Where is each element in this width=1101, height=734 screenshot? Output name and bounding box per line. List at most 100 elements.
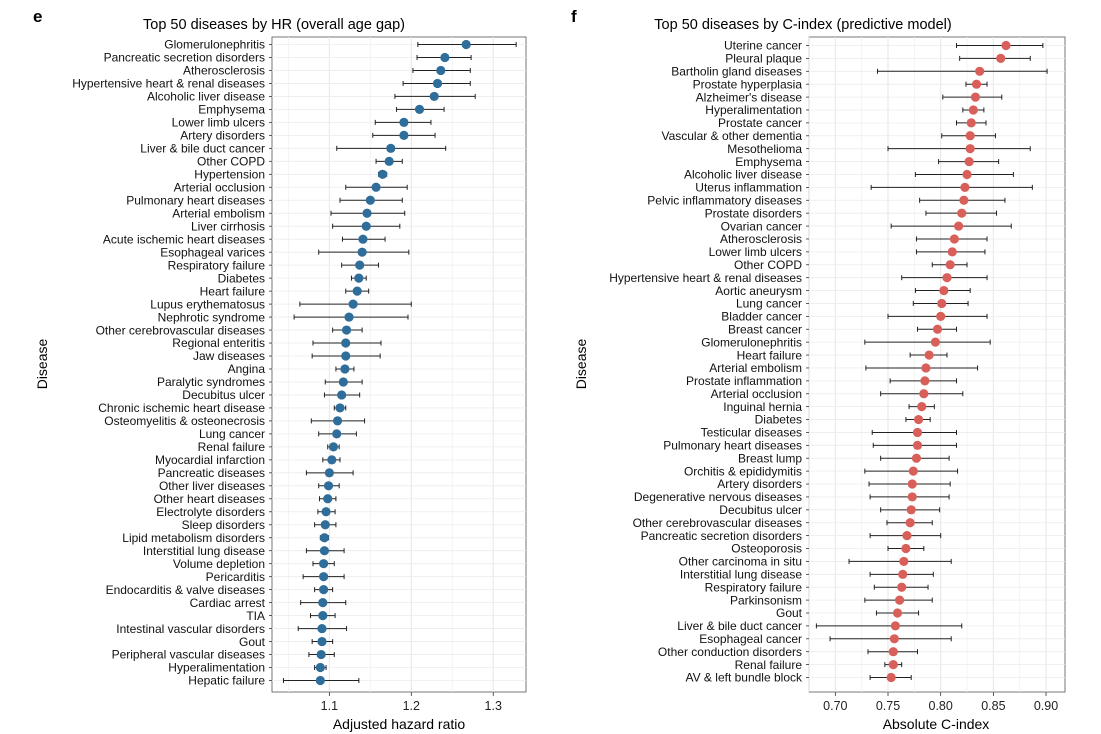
data-point bbox=[340, 364, 350, 374]
category-label: Inguinal hernia bbox=[723, 400, 802, 414]
data-point bbox=[939, 285, 949, 296]
data-point bbox=[888, 660, 898, 670]
category-label: Pancreatic secretion disorders bbox=[104, 51, 265, 65]
data-point bbox=[907, 492, 917, 502]
category-label: Mesothelioma bbox=[727, 142, 802, 156]
x-tick-label: 0.80 bbox=[929, 699, 953, 713]
category-label: Intestinal vascular disorders bbox=[116, 622, 265, 636]
category-label: Sleep disorders bbox=[182, 518, 265, 532]
data-point bbox=[942, 273, 952, 283]
category-label: Emphysema bbox=[735, 155, 802, 169]
category-label: Atherosclerosis bbox=[720, 232, 802, 246]
category-label: Prostate disorders bbox=[705, 206, 802, 220]
category-label: Alzheimer's disease bbox=[696, 90, 803, 104]
x-tick-label: 1.3 bbox=[485, 699, 502, 713]
data-point bbox=[414, 104, 425, 114]
category-label: Esophageal cancer bbox=[699, 632, 802, 646]
category-label: Bartholin gland diseases bbox=[671, 64, 802, 78]
panel-e-x-ticks: 1.1 1.2 1.3 bbox=[321, 692, 502, 713]
data-point bbox=[332, 416, 343, 426]
data-point bbox=[341, 325, 352, 335]
category-label: Paralytic syndromes bbox=[157, 375, 265, 389]
category-label: Glomerulonephritis bbox=[701, 335, 802, 349]
category-label: AV & left bundle block bbox=[685, 671, 803, 685]
category-label: Osteomyelitis & osteonecrosis bbox=[104, 414, 265, 428]
data-point bbox=[890, 621, 900, 631]
data-point bbox=[320, 520, 330, 530]
category-label: Other COPD bbox=[197, 155, 265, 169]
data-point bbox=[975, 66, 985, 76]
category-label: Hypertensive heart & renal diseases bbox=[72, 77, 265, 91]
data-point bbox=[338, 377, 348, 387]
data-point bbox=[905, 518, 915, 528]
category-label: Lung cancer bbox=[199, 427, 265, 441]
data-point bbox=[895, 595, 905, 605]
data-point bbox=[917, 402, 927, 412]
data-point bbox=[912, 427, 923, 438]
x-tick-label: 0.70 bbox=[823, 699, 847, 713]
category-label: Other cerebrovascular diseases bbox=[96, 323, 265, 337]
panel-f-points bbox=[886, 40, 1011, 683]
data-point bbox=[386, 143, 396, 153]
data-point bbox=[901, 543, 911, 554]
category-label: Prostate cancer bbox=[718, 116, 802, 130]
x-tick-label: 1.1 bbox=[321, 699, 338, 713]
category-label: Hepatic failure bbox=[188, 674, 265, 688]
data-point bbox=[362, 208, 372, 218]
panel-f-x-ticks: 0.70 0.75 0.80 0.85 0.90 bbox=[823, 692, 1058, 713]
category-label: Nephrotic syndrome bbox=[158, 310, 266, 324]
category-label: Glomerulonephritis bbox=[164, 38, 265, 52]
data-point bbox=[352, 286, 362, 296]
data-point bbox=[436, 65, 446, 76]
category-label: Vascular & other dementia bbox=[661, 129, 802, 143]
category-label: Heart failure bbox=[737, 348, 803, 362]
category-label: Volume depletion bbox=[173, 557, 265, 571]
category-label: Arterial occlusion bbox=[174, 180, 265, 194]
category-label: Breast cancer bbox=[728, 322, 802, 336]
data-point bbox=[361, 221, 371, 231]
category-label: Arterial occlusion bbox=[711, 387, 802, 401]
data-point bbox=[920, 376, 930, 386]
data-point bbox=[968, 105, 978, 115]
category-label: Prostate hyperplasia bbox=[693, 77, 803, 91]
data-point bbox=[911, 453, 922, 463]
data-point bbox=[960, 182, 970, 192]
data-point bbox=[323, 481, 334, 491]
category-label: Endocarditis & valve diseases bbox=[106, 583, 265, 597]
category-label: Lung cancer bbox=[736, 297, 802, 311]
data-point bbox=[902, 531, 912, 541]
panel-f: f Top 50 diseases by C-index (predictive… bbox=[571, 7, 1066, 732]
category-label: Aortic aneurysm bbox=[715, 284, 802, 298]
panel-e: e Top 50 diseases by HR (overall age gap… bbox=[33, 7, 527, 732]
data-point bbox=[936, 311, 946, 321]
category-label: Diabetes bbox=[218, 271, 265, 285]
data-point bbox=[319, 585, 329, 595]
data-point bbox=[371, 182, 381, 192]
category-label: Pleural plaque bbox=[725, 52, 802, 66]
category-label: Prostate inflammation bbox=[686, 374, 802, 388]
data-point bbox=[908, 466, 918, 476]
category-label: Regional enteritis bbox=[172, 336, 265, 350]
category-label: Lower limb ulcers bbox=[709, 245, 802, 259]
data-point bbox=[319, 572, 329, 582]
category-label: TIA bbox=[246, 609, 265, 623]
category-label: Chronic ischemic heart disease bbox=[98, 401, 265, 415]
category-label: Other heart diseases bbox=[154, 492, 265, 506]
data-point bbox=[399, 130, 409, 140]
category-label: Angina bbox=[228, 362, 266, 376]
data-point bbox=[886, 672, 896, 683]
category-label: Renal failure bbox=[735, 658, 803, 672]
panel-f-title: Top 50 diseases by C-index (predictive m… bbox=[654, 17, 951, 33]
data-point bbox=[962, 169, 972, 180]
data-point bbox=[319, 546, 330, 556]
category-label: Orchitis & epididymitis bbox=[684, 464, 802, 478]
category-label: Arterial embolism bbox=[172, 206, 265, 220]
data-point bbox=[945, 260, 955, 270]
data-point bbox=[912, 440, 923, 450]
category-label: Bladder cancer bbox=[721, 310, 802, 324]
category-label: Peripheral vascular diseases bbox=[112, 648, 265, 662]
panel-e-title: Top 50 diseases by HR (overall age gap) bbox=[143, 17, 405, 33]
data-point bbox=[996, 53, 1006, 63]
